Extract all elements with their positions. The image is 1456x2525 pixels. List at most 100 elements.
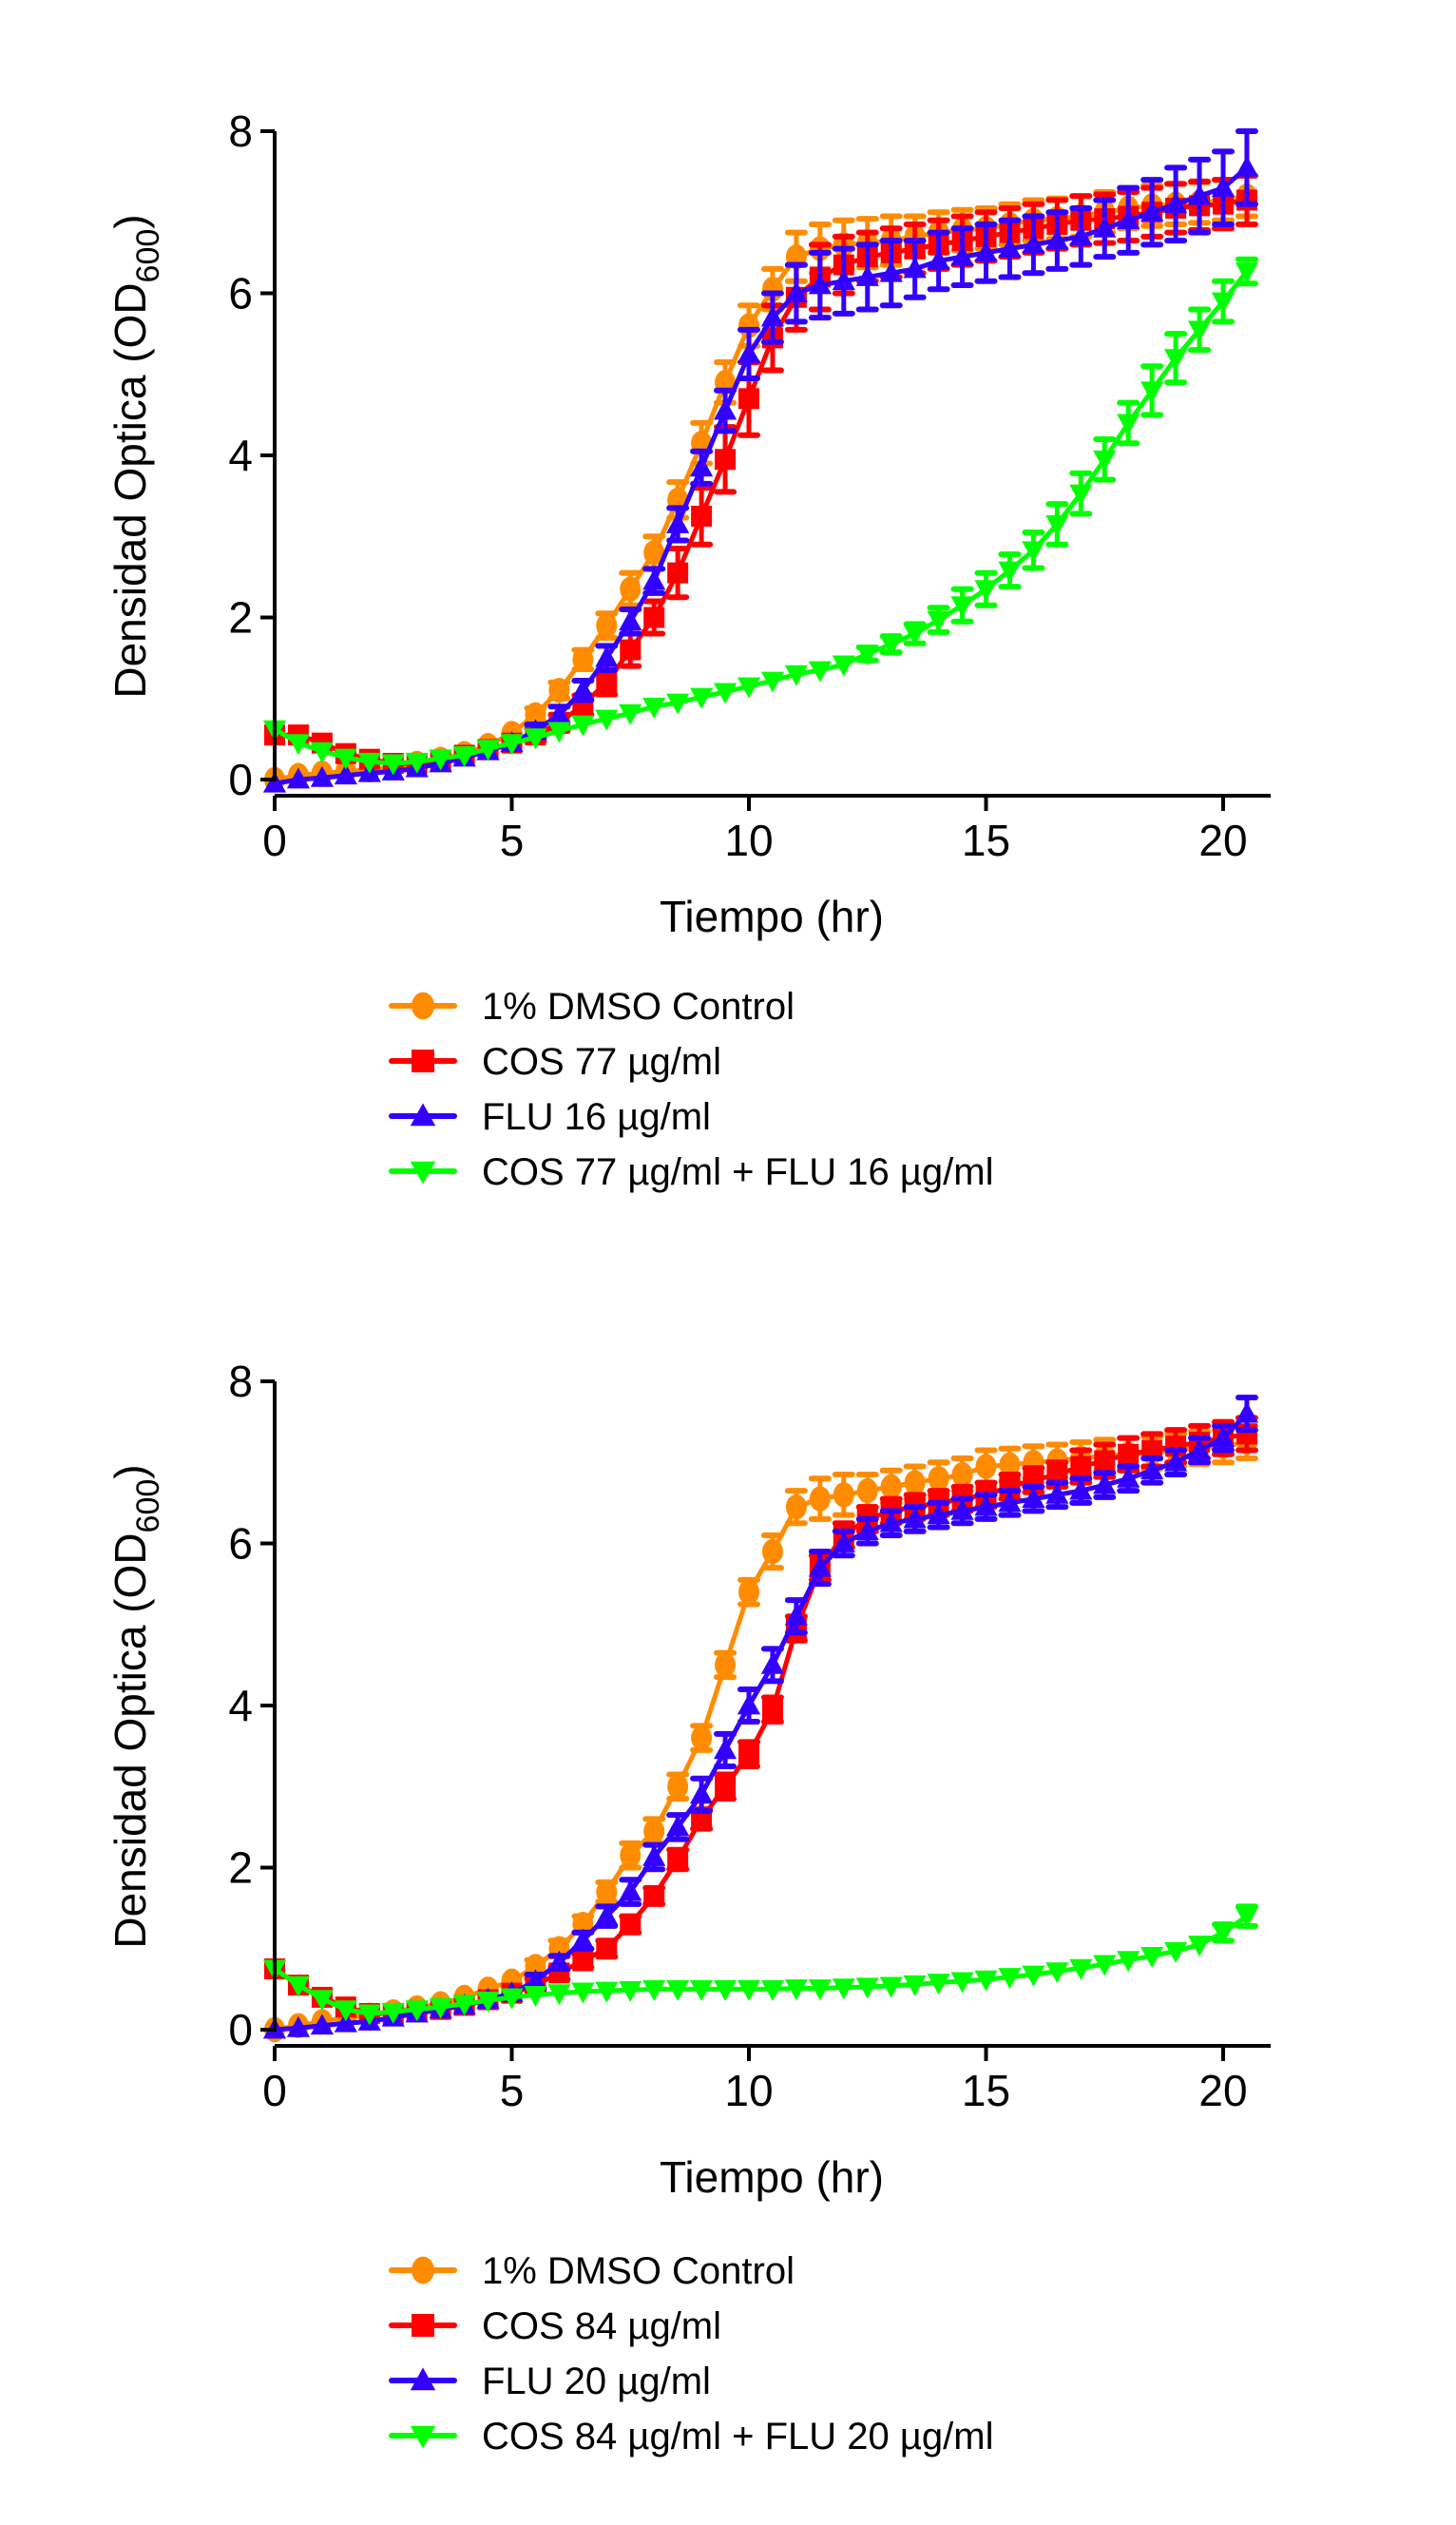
legend-marker-square	[412, 2314, 434, 2337]
data-point	[1094, 1450, 1116, 1472]
data-point	[1141, 1439, 1163, 1461]
data-point	[286, 1976, 311, 1997]
data-point	[1118, 1443, 1140, 1465]
data-point	[619, 1980, 642, 2002]
data-point	[903, 625, 927, 646]
data-point	[596, 612, 618, 639]
data-point	[784, 665, 808, 686]
data-point	[262, 771, 287, 793]
data-point	[1045, 1962, 1069, 1984]
legend-marker-triangle-down	[410, 2425, 436, 2449]
data-point	[1093, 1473, 1117, 1494]
legend: 1% DMSO Control COS 84 µg/ml FLU 20 µg/ml C…	[389, 2250, 994, 2458]
data-point	[880, 1474, 902, 1500]
data-point	[667, 1848, 689, 1870]
y-tick-label: 0	[228, 755, 253, 804]
data-point	[998, 237, 1022, 259]
data-point	[832, 269, 855, 291]
data-point	[737, 1979, 761, 2001]
data-point	[1235, 155, 1259, 177]
data-point	[666, 1979, 690, 2001]
data-point	[879, 1511, 903, 1532]
data-point	[547, 703, 571, 724]
data-point	[429, 1997, 452, 2019]
data-point	[596, 1937, 618, 1959]
data-point	[879, 635, 903, 657]
data-point	[713, 1738, 738, 1760]
data-point	[310, 742, 334, 763]
data-point	[950, 596, 974, 618]
data-point	[357, 2004, 381, 2026]
x-tick-label: 0	[262, 2066, 287, 2115]
data-point	[784, 1604, 808, 1626]
data-point	[974, 241, 998, 262]
legend-item: COS 84 µg/ml	[389, 2305, 721, 2347]
data-point	[595, 1904, 619, 1926]
data-point	[1211, 292, 1236, 314]
data-point	[808, 661, 832, 683]
data-point	[903, 1507, 927, 1529]
data-point	[334, 763, 357, 785]
data-point	[547, 1984, 571, 2006]
y-axis-title-suffix: )	[105, 214, 155, 228]
data-point	[690, 455, 714, 477]
data-point	[643, 540, 665, 566]
x-tick-label: 15	[962, 2066, 1010, 2115]
data-point	[761, 1538, 783, 1565]
data-point	[927, 1503, 950, 1525]
data-point	[998, 561, 1022, 583]
data-point	[927, 248, 950, 270]
data-point	[784, 280, 808, 302]
legend-item: FLU 20 µg/ml	[389, 2361, 711, 2402]
y-tick-label: 2	[228, 593, 253, 643]
data-point	[1117, 414, 1140, 435]
data-point	[1117, 1951, 1140, 1973]
legend-label: FLU 16 µg/ml	[482, 1096, 711, 1138]
legend-marker-circle	[412, 2256, 434, 2284]
legend-label: COS 77 µg/ml + FLU 16 µg/ml	[482, 1151, 994, 1193]
growth-chart-bottom: 0 2 4 6 8 0 5 10 15 20 Densidad Optica (OD600) T…	[105, 1357, 1271, 2458]
data-point	[760, 671, 785, 693]
data-point	[1164, 349, 1188, 371]
data-point	[761, 1699, 783, 1721]
data-point	[691, 505, 713, 527]
data-point	[1235, 262, 1259, 284]
data-point	[808, 1979, 832, 2001]
data-point	[1211, 1426, 1236, 1448]
data-point	[998, 1968, 1022, 1990]
x-ticks: 0 5 10 15 20	[262, 796, 1248, 865]
data-point	[1022, 1965, 1045, 1987]
y-ticks: 0 2 4 6 8	[228, 106, 275, 804]
data-point	[666, 1815, 690, 1837]
data-point	[950, 1498, 974, 1520]
data-point	[1069, 1478, 1093, 1500]
legend-item: 1% DMSO Control	[389, 2250, 795, 2292]
y-tick-label: 8	[228, 1357, 253, 1406]
data-point	[760, 1652, 785, 1674]
x-axis-title: Tiempo (hr)	[660, 892, 884, 941]
data-point	[738, 1744, 759, 1765]
data-point	[1140, 381, 1164, 403]
y-tick-label: 4	[228, 431, 253, 480]
data-point	[452, 1995, 476, 2016]
data-point	[855, 645, 879, 666]
legend-label: 1% DMSO Control	[482, 2250, 795, 2292]
data-point	[808, 273, 832, 295]
legend-marker-circle	[412, 992, 434, 1020]
series-triangle-down	[262, 1903, 1259, 2026]
x-tick-label: 0	[262, 816, 287, 865]
data-point	[737, 341, 761, 363]
data-point	[832, 655, 855, 677]
data-point	[405, 2000, 429, 2022]
y-axis-title-subscript: 600	[130, 229, 166, 283]
data-point	[737, 677, 761, 699]
data-point	[381, 754, 405, 776]
data-point	[1069, 484, 1093, 506]
data-point	[595, 646, 619, 667]
data-point	[713, 683, 738, 704]
data-point	[738, 388, 759, 410]
data-point	[950, 244, 974, 266]
y-axis-title-main: Densidad Optica (OD	[105, 282, 155, 698]
data-point	[642, 1844, 666, 1866]
